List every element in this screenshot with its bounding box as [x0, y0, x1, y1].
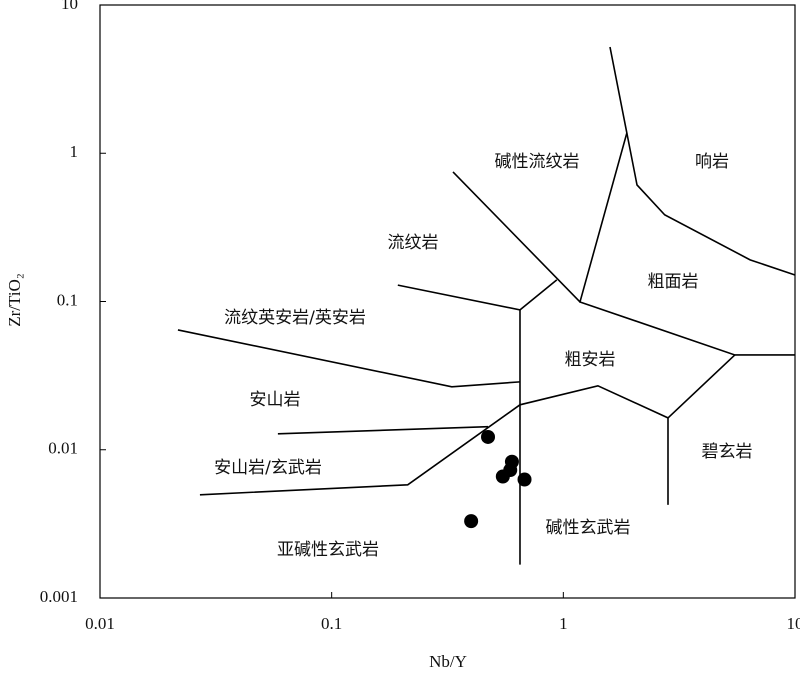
data-point [517, 472, 532, 487]
x-tick-label: 0.01 [85, 614, 115, 633]
data-point [495, 469, 510, 484]
field-label: 粗安岩 [565, 350, 616, 370]
plot-frame [99, 4, 796, 599]
field-boundary [452, 171, 581, 303]
data-point [464, 514, 479, 529]
field-label: 安山岩 [250, 390, 301, 410]
field-label: 碱性玄武岩 [546, 518, 631, 538]
field-label: 安山岩/玄武岩 [214, 458, 322, 478]
data-point [481, 429, 496, 444]
y-tick-label: 0.1 [57, 290, 78, 309]
field-boundary [199, 354, 736, 496]
y-tick-label: 0.001 [40, 587, 78, 606]
field-label: 碱性流纹岩 [495, 152, 580, 172]
field-label: 粗面岩 [648, 272, 699, 292]
y-tick-label: 1 [70, 142, 79, 161]
y-tick-label: 10 [61, 0, 78, 13]
field-boundary [397, 279, 558, 311]
field-boundary [177, 329, 521, 388]
field-label: 响岩 [695, 152, 729, 172]
field-boundary [626, 132, 796, 276]
x-tick-label: 0.1 [321, 614, 342, 633]
y-axis-label: Zr/TiO₂ [5, 273, 24, 326]
field-label: 流纹岩 [388, 233, 439, 253]
field-label: 流纹英安岩/英安岩 [224, 308, 366, 328]
x-axis-label: Nb/Y [429, 652, 467, 671]
field-label: 碧玄岩 [702, 442, 753, 462]
x-tick-label: 10 [787, 614, 800, 633]
field-label: 亚碱性玄武岩 [277, 540, 379, 560]
y-tick-label: 0.01 [48, 439, 78, 458]
field-boundary [579, 46, 795, 356]
x-tick-label: 1 [559, 614, 568, 633]
field-boundary [277, 425, 489, 435]
